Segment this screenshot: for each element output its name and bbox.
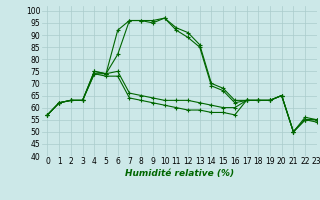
X-axis label: Humidité relative (%): Humidité relative (%) [124,169,234,178]
